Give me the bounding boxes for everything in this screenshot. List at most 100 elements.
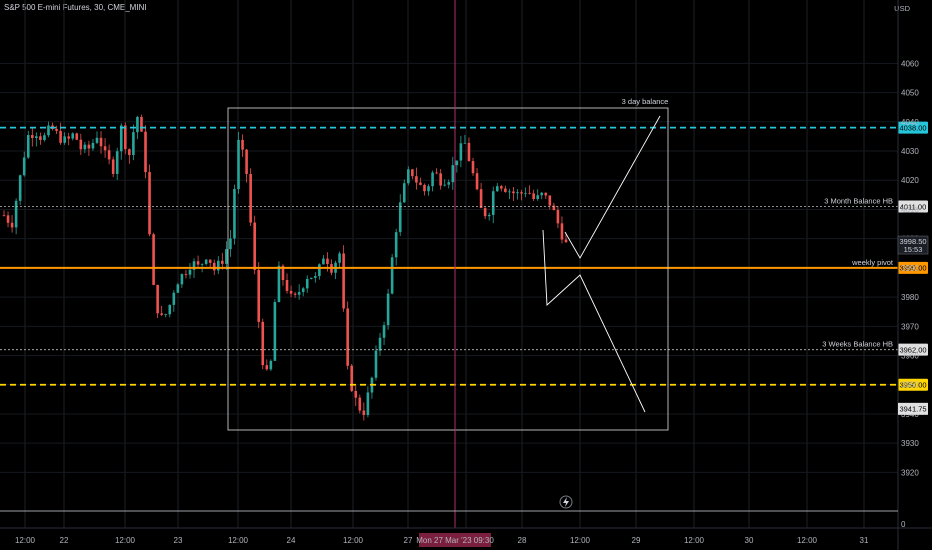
candle [463, 134, 467, 144]
candle [128, 148, 131, 164]
price-axis[interactable]: 4038.00 4011.00 3990.00 3962.00 3950.00 4060 4… [897, 0, 929, 550]
candle-body [184, 274, 188, 275]
candle [309, 277, 313, 280]
candle-body [560, 223, 564, 240]
price-tick-5: 4010 [901, 205, 919, 214]
price-tag-bg [898, 378, 928, 391]
level-label-2: weekly pivot [851, 258, 894, 267]
projection-drawing[interactable] [542, 115, 661, 413]
time-tick-0: 12:00 [15, 536, 36, 545]
candle [402, 179, 406, 204]
candle [176, 282, 180, 293]
candle [168, 304, 172, 318]
candle-body [257, 269, 261, 322]
candle [229, 229, 232, 257]
candle-body [556, 210, 560, 224]
candle-body [548, 195, 552, 206]
candle-body [293, 293, 297, 295]
price-tick-14: 3920 [901, 468, 919, 477]
candle-body [411, 169, 414, 177]
price-tag-value: 3962.00 [899, 345, 926, 354]
candle-body [225, 249, 228, 264]
candle [261, 318, 265, 370]
candle-body [39, 136, 42, 141]
candle [556, 206, 560, 229]
candle [115, 147, 119, 180]
rect-bottom-bg [898, 402, 928, 415]
candle-body [233, 189, 236, 239]
candle-body [322, 258, 325, 265]
candle-body [196, 261, 200, 265]
price-tick-3: 4030 [901, 147, 919, 156]
crosshair-time-bg [419, 533, 491, 547]
candle-body [103, 146, 107, 151]
candle [419, 177, 422, 186]
candle [415, 167, 418, 190]
candle-body [273, 302, 277, 361]
projection-up [564, 115, 661, 259]
candle-body [500, 186, 503, 189]
candle [382, 321, 386, 346]
time-tick-4: 12:00 [228, 536, 249, 545]
candle-body [83, 144, 87, 150]
candle [536, 189, 539, 201]
time-tick-13: 30 [745, 536, 754, 545]
candle [289, 285, 293, 298]
candle [467, 137, 471, 162]
balance-rectangle[interactable] [227, 107, 669, 431]
candle [516, 189, 519, 200]
candle [103, 138, 107, 158]
candle [35, 132, 38, 147]
candle [350, 363, 354, 393]
candle-body [253, 222, 256, 270]
candle [560, 216, 564, 244]
candle [443, 179, 447, 187]
candle [338, 251, 341, 269]
current-price-value: 3998.50 [899, 237, 926, 246]
lightning-icon[interactable] [559, 495, 573, 509]
candle-body [342, 253, 345, 309]
time-tick-14: 12:00 [797, 536, 818, 545]
candle-body [221, 260, 224, 264]
candle-body [10, 222, 14, 228]
candle-body [119, 125, 123, 152]
candle-body [111, 159, 115, 174]
candle [386, 289, 390, 330]
candle [378, 332, 382, 356]
candle [285, 273, 289, 294]
candle-body [504, 188, 507, 192]
candle-body [22, 157, 26, 176]
candle-body [516, 192, 519, 194]
lightning-icon-ring [559, 495, 573, 509]
level-label-3: 3 Weeks Balance HB [822, 340, 893, 349]
price-tag-value: 4011.00 [900, 202, 927, 211]
candle-body [115, 151, 119, 174]
candle [14, 198, 18, 235]
candle-body [427, 186, 430, 192]
price-tag-bg [898, 261, 928, 274]
candle-body [305, 278, 309, 289]
candle [427, 184, 430, 196]
candle [455, 160, 459, 173]
candle [43, 132, 46, 142]
price-tick-1: 4050 [901, 89, 919, 98]
candle-body [261, 321, 265, 366]
candle-body [419, 182, 422, 185]
candle-body [495, 186, 499, 192]
chart-title: S&P 500 E-mini Futures, 30, CME_MINI [4, 3, 147, 12]
time-tick-5: 24 [287, 536, 296, 545]
candle-body [374, 350, 378, 378]
candle-body [281, 265, 285, 281]
candle [411, 168, 414, 180]
candle-body [536, 195, 539, 200]
candle-body [382, 325, 386, 338]
time-axis[interactable]: 12:00 22 12:00 23 12:00 24 12:00 27 12:00 28 12:00… [0, 510, 932, 547]
price-tick-10: 3960 [901, 352, 919, 361]
candle [160, 305, 163, 317]
candle [249, 168, 252, 226]
candle-body [402, 183, 406, 203]
candle [233, 184, 236, 245]
candle [253, 215, 256, 275]
candle [152, 232, 155, 286]
